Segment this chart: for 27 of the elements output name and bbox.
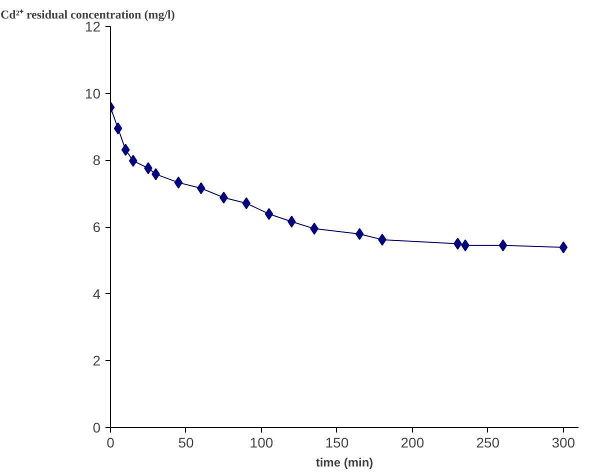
- point: [196, 182, 206, 194]
- point: [128, 154, 138, 167]
- y-tick-label: 2: [92, 352, 101, 369]
- point: [498, 239, 508, 252]
- y-tick-label: 6: [92, 219, 101, 235]
- point: [174, 176, 183, 189]
- point: [264, 208, 274, 220]
- x-axis-title: time (min): [316, 456, 374, 470]
- point: [114, 122, 122, 134]
- x-tick-label: 200: [400, 434, 424, 450]
- x-tick-label: 0: [106, 434, 115, 450]
- y-tick-label: 8: [92, 152, 101, 168]
- chart-title: Cd²⁺ residual concentration (mg/l): [0, 8, 175, 22]
- x-tick-label: 50: [178, 434, 194, 450]
- x-tick-label: 250: [476, 434, 500, 450]
- y-tick-label: 0: [92, 420, 101, 436]
- point: [121, 144, 130, 156]
- x-tick-label: 100: [250, 434, 274, 450]
- y-tick-label: 12: [84, 18, 101, 34]
- x-tick-label: 150: [325, 434, 349, 450]
- x-tick-label: 300: [552, 434, 576, 450]
- y-tick-label: 4: [92, 286, 101, 302]
- y-tick-label: 10: [84, 85, 101, 102]
- point: [355, 228, 364, 240]
- point: [559, 241, 568, 254]
- point: [242, 197, 251, 210]
- point: [287, 216, 296, 228]
